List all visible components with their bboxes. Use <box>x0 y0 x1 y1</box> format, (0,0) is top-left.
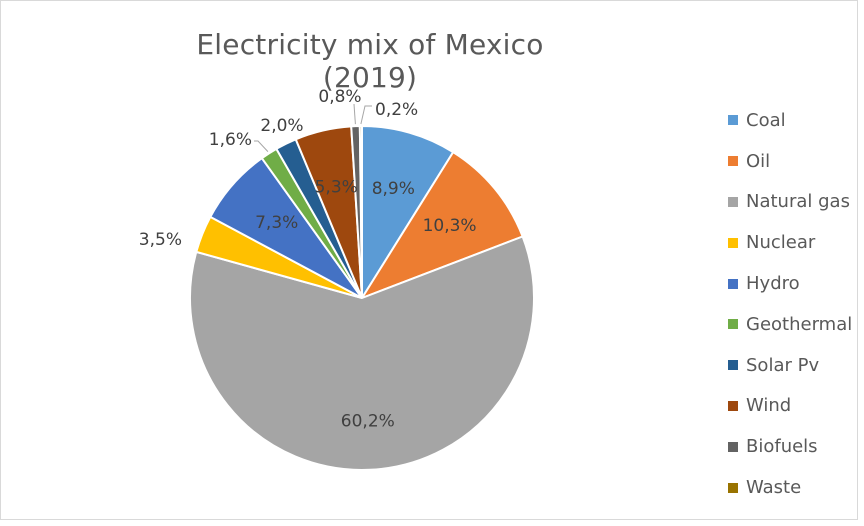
data-label-natural-gas: 60,2% <box>341 412 395 432</box>
legend-item-coal: Coal <box>728 100 852 141</box>
legend-item-waste: Waste <box>728 467 852 508</box>
legend-item-hydro: Hydro <box>728 263 852 304</box>
data-label-oil: 10,3% <box>423 216 477 236</box>
legend-swatch-hydro <box>728 278 738 289</box>
legend-label-coal: Coal <box>746 109 786 131</box>
legend-item-oil: Oil <box>728 141 852 182</box>
legend-swatch-geothermal <box>728 319 738 330</box>
legend-swatch-natural-gas <box>728 196 738 207</box>
pie-slice-natural-gas <box>189 235 535 471</box>
leader-line-geothermal <box>254 140 269 152</box>
legend-item-solar-pv: Solar Pv <box>728 345 852 386</box>
legend-swatch-solar-pv <box>728 360 738 371</box>
legend-swatch-biofuels <box>728 441 738 452</box>
legend-item-nuclear: Nuclear <box>728 222 852 263</box>
leader-line-waste <box>360 105 372 125</box>
pie-slice-coal <box>361 124 455 302</box>
legend-item-natural-gas: Natural gas <box>728 182 852 223</box>
legend-label-wind: Wind <box>746 395 792 417</box>
data-label-geothermal: 1,6% <box>209 130 252 150</box>
legend-label-biofuels: Biofuels <box>746 436 818 458</box>
pie-slice-oil <box>359 150 524 301</box>
data-label-solar-pv: 2,0% <box>260 116 303 136</box>
legend-label-nuclear: Nuclear <box>746 232 816 254</box>
legend-item-wind: Wind <box>728 386 852 427</box>
legend-label-solar-pv: Solar Pv <box>746 354 820 376</box>
legend-label-waste: Waste <box>746 477 802 499</box>
legend-item-geothermal: Geothermal <box>728 304 852 345</box>
legend-item-biofuels: Biofuels <box>728 426 852 467</box>
data-label-coal: 8,9% <box>372 179 415 199</box>
chart-title: Electricity mix of Mexico (2019) <box>196 28 544 94</box>
legend-label-hydro: Hydro <box>746 273 800 295</box>
legend: Coal Oil Natural gas Nuclear Hydro Geothermal… <box>728 100 852 508</box>
legend-swatch-wind <box>728 400 738 411</box>
legend-label-natural-gas: Natural gas <box>746 191 850 213</box>
legend-swatch-oil <box>728 156 738 167</box>
legend-label-geothermal: Geothermal <box>746 313 853 335</box>
leader-line-biofuels <box>353 103 356 125</box>
data-label-biofuels: 0,8% <box>318 87 361 107</box>
data-label-waste: 0,2% <box>375 100 418 120</box>
legend-swatch-waste <box>728 482 738 493</box>
legend-swatch-nuclear <box>728 237 738 248</box>
data-label-hydro: 7,3% <box>255 213 298 233</box>
data-label-wind: 5,3% <box>315 177 358 197</box>
legend-label-oil: Oil <box>746 150 771 172</box>
data-label-nuclear: 3,5% <box>139 230 182 250</box>
legend-swatch-coal <box>728 115 738 126</box>
pie-slice-waste <box>358 124 363 299</box>
